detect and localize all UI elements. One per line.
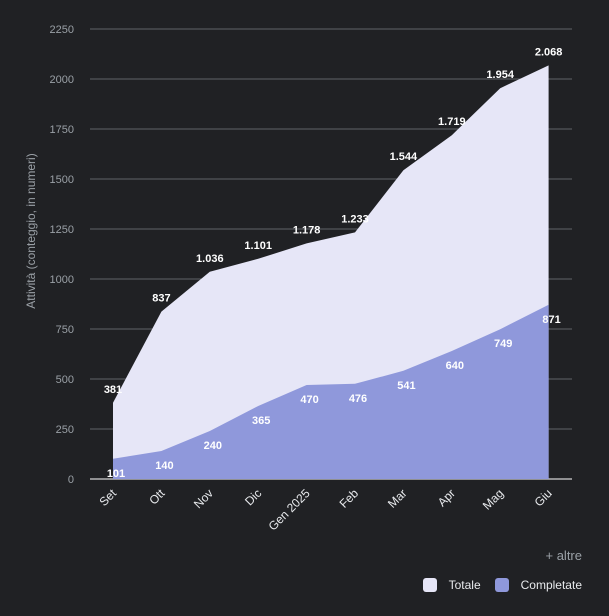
x-tick-label: Apr <box>435 486 458 509</box>
more-link[interactable]: + altre <box>545 548 583 563</box>
y-tick-label: 1750 <box>50 124 74 136</box>
legend: Totale Completate <box>422 578 582 592</box>
data-label-totale: 2.068 <box>535 46 563 58</box>
y-tick-labels: 0 250 500 750 1000 1250 1500 1750 2000 2250 <box>50 24 74 486</box>
data-label-completate: 640 <box>446 360 464 372</box>
data-label-totale: 1.036 <box>196 253 224 265</box>
legend-item-completate[interactable]: Completate <box>494 578 582 592</box>
series-area-completate <box>113 304 549 479</box>
x-tick-labels: Set Ott Nov Dic Gen 2025 Feb Mar Apr Mag Giu <box>96 486 554 534</box>
y-tick-label: 250 <box>56 424 74 436</box>
x-tick-label: Nov <box>191 486 216 511</box>
y-tick-label: 1500 <box>50 174 74 186</box>
data-label-completate: 101 <box>107 468 125 480</box>
data-label-completate: 470 <box>300 394 318 406</box>
data-label-completate: 871 <box>542 314 560 326</box>
x-tick-label: Gen 2025 <box>266 486 313 533</box>
y-tick-label: 500 <box>56 374 74 386</box>
data-label-totale: 1.719 <box>438 116 466 128</box>
legend-label-totale: Totale <box>448 578 481 592</box>
data-label-totale: 1.544 <box>390 151 418 163</box>
legend-swatch-completate <box>494 578 509 592</box>
y-tick-label: 0 <box>68 474 74 486</box>
x-tick-label: Dic <box>242 486 264 508</box>
data-label-totale: 1.101 <box>244 240 272 252</box>
y-tick-label: 1000 <box>50 274 74 286</box>
x-tick-label: Giu <box>532 486 555 509</box>
y-tick-label: 1250 <box>50 224 74 236</box>
data-label-completate: 140 <box>155 460 173 472</box>
x-tick-label: Feb <box>337 486 362 511</box>
data-label-completate: 365 <box>252 415 270 427</box>
y-axis-title: Attività (conteggio, in numeri) <box>24 153 38 308</box>
data-label-completate: 749 <box>494 338 512 350</box>
x-tick-label: Ott <box>146 486 168 508</box>
x-tick-label: Mag <box>480 486 506 512</box>
data-label-totale: 381 <box>104 384 122 396</box>
data-label-completate: 541 <box>397 380 415 392</box>
legend-label-completate: Completate <box>520 578 582 592</box>
legend-swatch-totale <box>422 578 437 592</box>
y-tick-label: 2250 <box>50 24 74 36</box>
y-tick-label: 750 <box>56 324 74 336</box>
areas <box>113 65 549 480</box>
data-label-totale: 1.233 <box>341 213 369 225</box>
area-chart: 0 250 500 750 1000 1250 1500 1750 2000 2250 Set Ot… <box>24 24 572 534</box>
legend-item-totale[interactable]: Totale <box>422 578 481 592</box>
y-tick-label: 2000 <box>50 74 74 86</box>
data-label-completate: 240 <box>204 440 222 452</box>
data-labels: 381 837 1.036 1.101 1.178 1.233 1.544 1.719 1.95… <box>104 46 563 479</box>
data-label-completate: 476 <box>349 393 367 405</box>
x-tick-label: Set <box>96 486 119 509</box>
data-label-totale: 1.178 <box>293 224 321 236</box>
data-label-totale: 837 <box>152 293 170 305</box>
x-tick-label: Mar <box>385 486 410 511</box>
data-label-totale: 1.954 <box>486 69 514 81</box>
